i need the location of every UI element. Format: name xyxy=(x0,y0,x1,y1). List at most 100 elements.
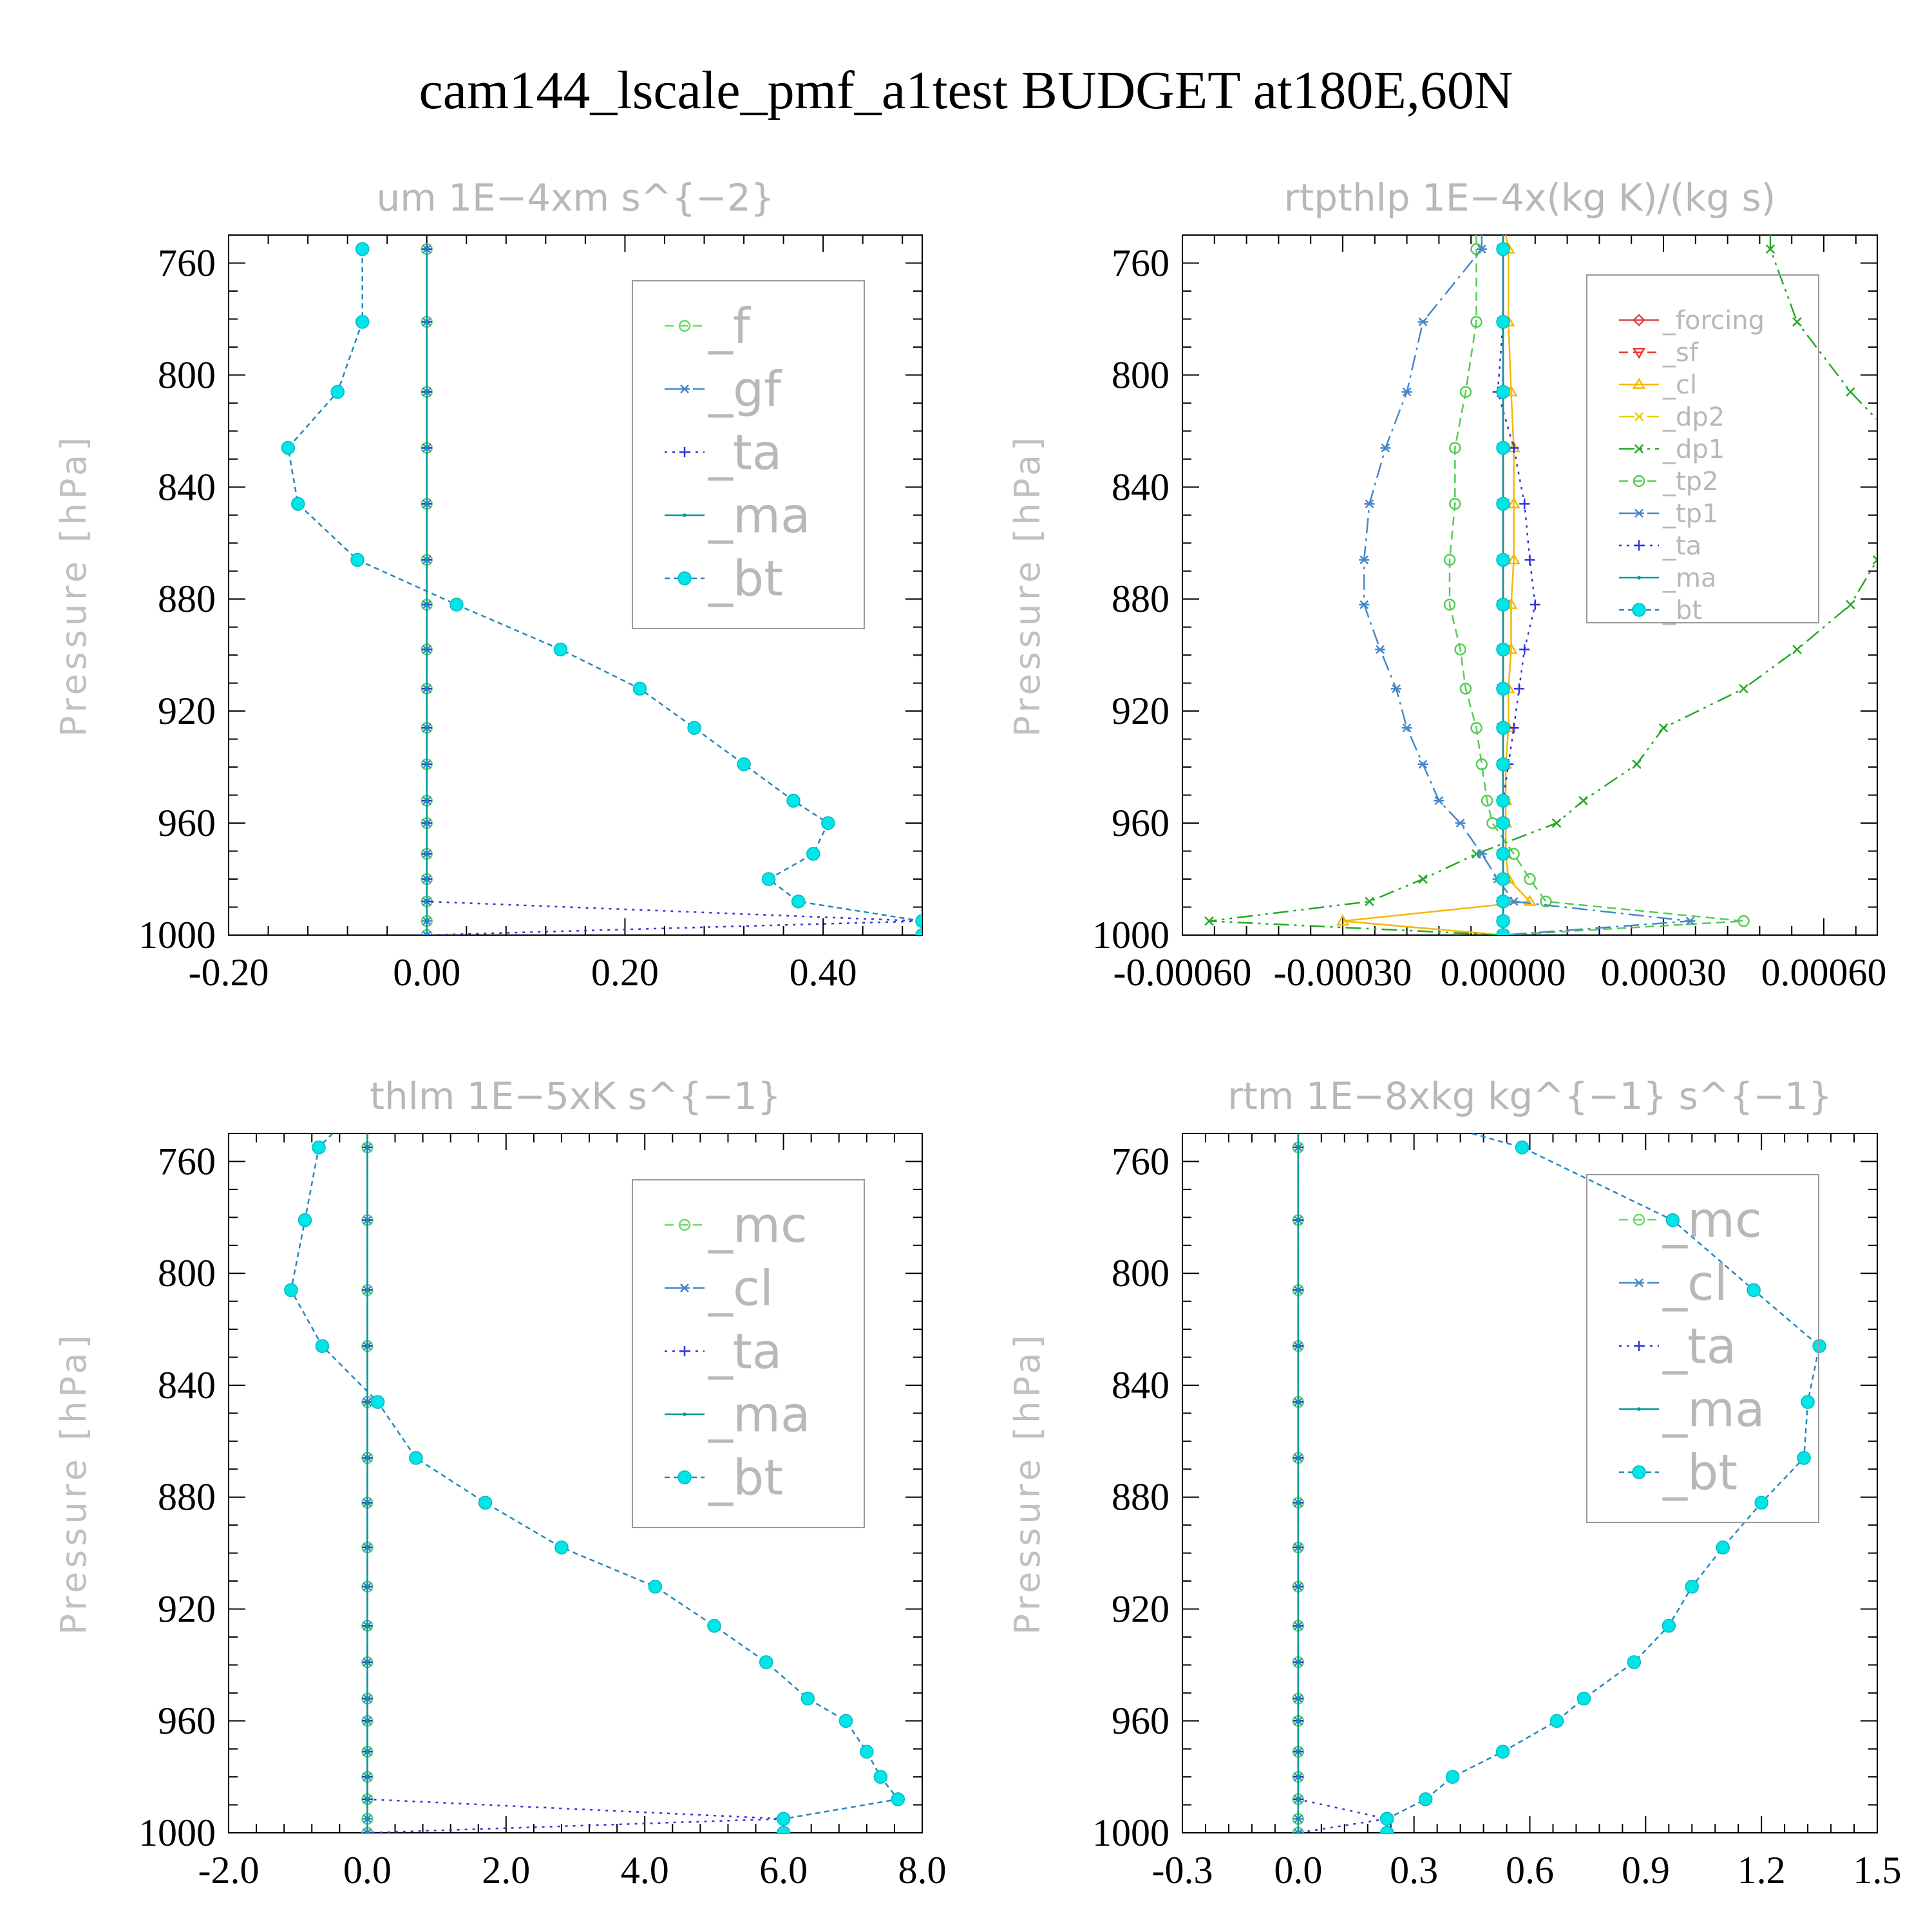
data-point xyxy=(800,1691,815,1706)
data-point xyxy=(1296,1456,1300,1460)
series-line xyxy=(1297,1133,1387,1833)
data-point xyxy=(424,390,429,394)
x-tick-label: 0.3 xyxy=(1390,1849,1438,1891)
legend-label: _tp1 xyxy=(1662,499,1719,529)
x-tick-label: 0.9 xyxy=(1622,1849,1670,1891)
data-point xyxy=(806,847,820,861)
x-tick-label: -0.00060 xyxy=(1113,951,1252,994)
x-tick-label: 1.2 xyxy=(1738,1849,1786,1891)
panel-title: thlm 1E−5xK s^{−1} xyxy=(370,1074,781,1118)
data-point xyxy=(1495,1745,1510,1759)
series_bt xyxy=(284,1133,905,1833)
x-tick-label: 0.00030 xyxy=(1601,951,1727,994)
data-point xyxy=(687,721,701,735)
data-point xyxy=(1523,895,1537,906)
data-point xyxy=(1496,757,1510,772)
data-point xyxy=(860,1745,874,1759)
y-tick-label: 800 xyxy=(158,354,216,396)
data-point xyxy=(355,315,370,329)
data-point xyxy=(1391,684,1401,694)
data-point xyxy=(365,1719,370,1723)
data-point xyxy=(370,1395,385,1409)
series_bt xyxy=(1496,235,1510,935)
data-point xyxy=(1204,916,1214,926)
legend-marker xyxy=(679,1346,690,1356)
plot-frame xyxy=(1182,234,1878,936)
legend-label: _ma xyxy=(1662,1381,1765,1438)
panel-title: rtpthlp 1E−4x(kg K)/(kg s) xyxy=(1284,176,1776,220)
x-tick-label: 0.0 xyxy=(343,1849,392,1891)
series_tp1 xyxy=(1359,235,1696,935)
data-point xyxy=(1519,498,1530,509)
data-point xyxy=(821,816,835,830)
data-point xyxy=(1792,645,1802,654)
legend-marker xyxy=(679,1283,690,1293)
y-tick-label: 1000 xyxy=(1092,914,1170,956)
y-tick-label: 880 xyxy=(158,578,216,620)
data-point xyxy=(1296,1775,1300,1779)
data-point xyxy=(1797,1451,1811,1465)
legend-marker xyxy=(1633,1213,1645,1226)
y-tick-label: 960 xyxy=(1112,802,1170,844)
data-point xyxy=(1475,758,1488,771)
legend-label: _bt xyxy=(708,1449,783,1506)
y-axis-label: Pressure [hPa] xyxy=(1007,1331,1048,1634)
chart-panel-3: thlm 1E−5xK s^{−1} Pressure [hPa] 760 800 84… xyxy=(53,1074,947,1891)
series_ma xyxy=(424,247,429,935)
data-point xyxy=(424,726,429,730)
data-point xyxy=(1476,244,1487,254)
panel-title: um 1E−4xm s^{−2} xyxy=(376,176,774,220)
y-tick-label: 920 xyxy=(1112,1587,1170,1630)
y-tick-label: 880 xyxy=(1112,1476,1170,1519)
plot-area xyxy=(1204,235,1877,935)
plot-frame xyxy=(228,234,923,936)
data-point xyxy=(1739,684,1748,694)
legend-label: _sf xyxy=(1662,338,1699,368)
series_bt xyxy=(281,242,922,935)
x-tick-label: 1.5 xyxy=(1853,1849,1902,1891)
data-point xyxy=(1401,723,1412,733)
data-point xyxy=(1496,847,1510,861)
data-point xyxy=(1418,1792,1433,1806)
data-point xyxy=(1665,1213,1680,1227)
data-point xyxy=(1486,817,1499,829)
series_ma xyxy=(365,1133,370,1833)
data-point xyxy=(1519,644,1530,655)
panel-title: rtm 1E−8xkg kg^{−1} s^{−1} xyxy=(1227,1074,1832,1118)
y-tick-label: 800 xyxy=(1112,1252,1170,1294)
x-tick-label: 0.00 xyxy=(393,951,460,994)
data-point xyxy=(1417,759,1428,769)
x-tick-label: -0.00030 xyxy=(1274,951,1412,994)
y-tick-label: 800 xyxy=(1112,354,1170,396)
legend-label: _bt xyxy=(708,550,783,607)
legend-label: _ma xyxy=(708,1386,811,1443)
data-point xyxy=(873,1770,888,1784)
legend-label: _cl xyxy=(1662,1255,1728,1312)
data-point xyxy=(1470,316,1482,328)
y-tick-label: 920 xyxy=(1112,690,1170,732)
data-point xyxy=(365,1501,370,1505)
data-point xyxy=(1508,723,1519,734)
data-point xyxy=(1524,554,1535,565)
data-point xyxy=(1812,1339,1826,1353)
series_ta xyxy=(1293,1133,1392,1833)
x-tick-label: 0.00060 xyxy=(1761,951,1887,994)
data-point xyxy=(365,1344,370,1348)
data-point xyxy=(1296,1584,1300,1589)
data-point xyxy=(365,1584,370,1589)
y-tick-label: 840 xyxy=(158,1364,216,1406)
legend-label: _tp2 xyxy=(1662,467,1719,497)
data-point xyxy=(1296,1145,1300,1150)
data-point xyxy=(553,642,568,657)
data-point xyxy=(362,1828,373,1833)
series_bt xyxy=(1379,1133,1826,1833)
legend-label: _bt xyxy=(1662,1444,1738,1501)
legend-marker xyxy=(1637,1407,1641,1411)
y-axis-label: Pressure [hPa] xyxy=(53,1331,94,1634)
data-point xyxy=(1445,1770,1460,1784)
data-point xyxy=(1496,315,1510,329)
x-tick-label: 6.0 xyxy=(759,1849,808,1891)
x-tick-label: -0.20 xyxy=(189,951,269,994)
legend-marker xyxy=(683,1412,687,1416)
chart-panel-1: um 1E−4xm s^{−2} Pressure [hPa] 760 800 840 8… xyxy=(53,176,923,994)
